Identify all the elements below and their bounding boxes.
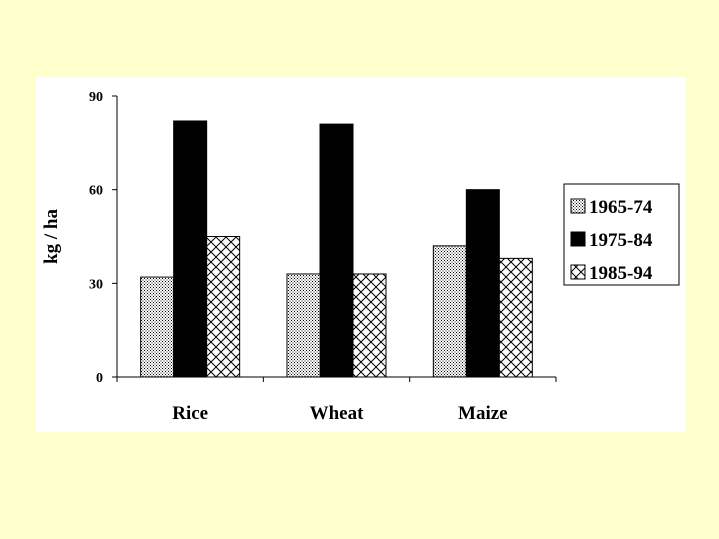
y-tick-label: 90	[89, 90, 103, 105]
legend-swatch	[570, 231, 586, 247]
bar-maize-1985-94	[498, 257, 533, 378]
chart-panel: 0 30 60 90 Rice Wheat Maize kg / ha 1965-74 1975…	[36, 77, 686, 432]
bar-rice-1985-94	[206, 236, 241, 378]
bar-rice-1965-74	[140, 276, 175, 378]
y-axis-label: kg / ha	[41, 209, 62, 264]
legend-label: 1975-84	[589, 230, 653, 251]
legend-label: 1965-74	[589, 197, 653, 218]
bar-chart: 0 30 60 90 Rice Wheat Maize kg / ha 1965-74 1975…	[41, 90, 680, 424]
bars	[140, 120, 533, 378]
bar-wheat-1985-94	[352, 273, 387, 378]
bar-maize-1975-84	[465, 189, 500, 378]
x-category-label: Maize	[458, 403, 508, 424]
bar-wheat-1965-74	[286, 273, 321, 378]
bar-rice-1975-84	[173, 120, 208, 378]
bar-maize-1965-74	[432, 245, 467, 378]
bar-wheat-1975-84	[319, 123, 354, 378]
legend: 1965-74 1975-84 1985-94	[563, 183, 680, 286]
y-tick-label: 60	[89, 184, 103, 199]
x-category-label: Rice	[172, 403, 208, 424]
x-category-label: Wheat	[310, 403, 365, 424]
legend-label: 1985-94	[589, 263, 653, 284]
axis-labels: 0 30 60 90 Rice Wheat Maize kg / ha	[41, 90, 508, 424]
legend-swatch	[570, 264, 586, 280]
y-tick-label: 0	[96, 371, 103, 386]
legend-swatch	[570, 198, 586, 214]
y-tick-label: 30	[89, 277, 103, 292]
